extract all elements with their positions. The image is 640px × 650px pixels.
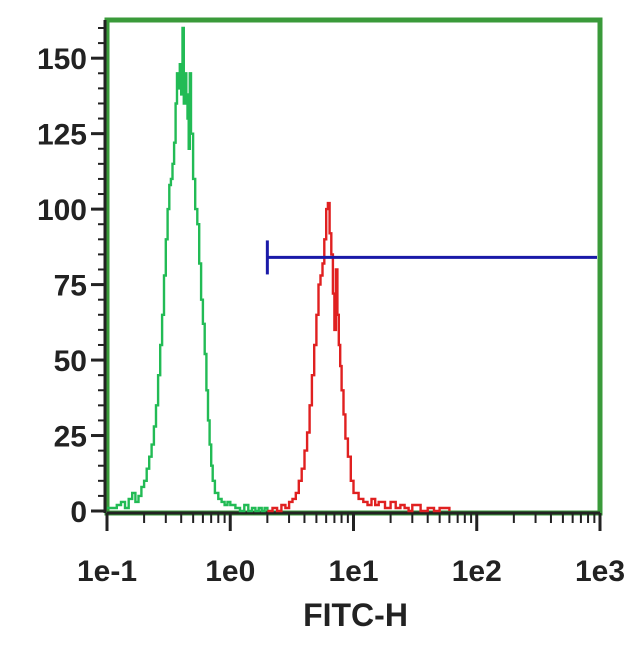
x-axis-label: FITC-H (303, 597, 408, 633)
x-tick-label: 1e1 (328, 555, 378, 588)
y-tick-label: 75 (54, 270, 87, 303)
x-tick-label: 1e2 (452, 555, 502, 588)
y-tick-label: 25 (54, 421, 87, 454)
y-tick-label: 50 (54, 345, 87, 378)
x-tick-label: 1e0 (205, 555, 255, 588)
x-tick-label: 1e-1 (77, 555, 137, 588)
y-tick-label: 150 (37, 43, 87, 76)
y-tick-label: 0 (70, 496, 87, 529)
y-tick-label: 125 (37, 119, 87, 152)
histogram-series-1 (107, 26, 269, 513)
histogram-series-2 (267, 201, 451, 513)
y-tick-label: 100 (37, 194, 87, 227)
x-tick-label: 1e3 (575, 555, 625, 588)
